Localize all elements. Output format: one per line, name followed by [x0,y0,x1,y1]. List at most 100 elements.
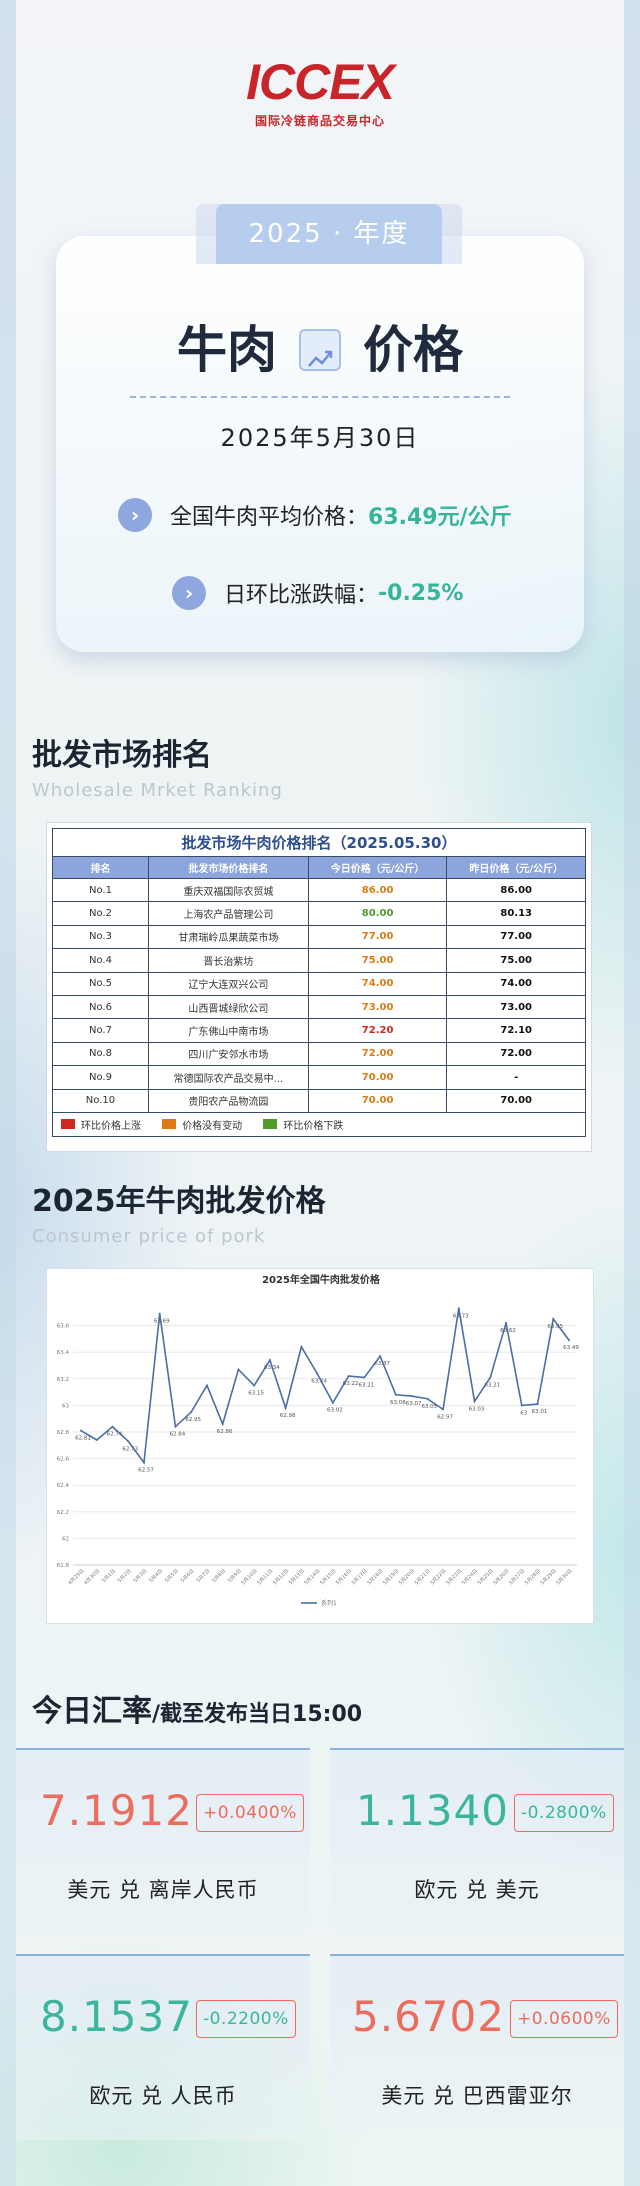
chart-title: 2025年全国牛肉批发价格 [262,1273,381,1286]
data-point [363,1376,366,1379]
data-point [80,1429,82,1432]
data-point [457,1307,460,1310]
table-row: No.8 四川广安邻水市场 72.00 72.00 [52,1041,586,1067]
today-price-cell: 70.00 [307,1088,448,1113]
yesterday-price-cell: 77.00 [446,924,586,950]
rank-cell: No.5 [52,971,149,996]
x-tick-label: 5月25日 [477,1568,495,1586]
data-label: 63.62 [500,1328,516,1334]
table-row: No.7 广东佛山中南市场 72.20 72.10 [52,1018,586,1043]
data-label: 63.21 [484,1382,500,1388]
fx-pair-label: 欧元 兑 人民币 [89,2084,237,2108]
fx-card-eur-cny: 8.1537 -0.2200% 欧元 兑 人民币 [16,1954,310,2140]
y-tick-label: 62.2 [57,1510,69,1516]
x-tick-label: 5月8日 [211,1568,227,1584]
avg-price-row: › 全国牛肉平均价格： 63.49元/公斤 [118,498,512,532]
yesterday-price-cell: - [446,1065,586,1090]
x-tick-label: 5月22日 [429,1568,447,1586]
fx-change-badge: +0.0400% [196,1794,304,1832]
data-point [205,1384,208,1387]
x-tick-label: 5月16日 [335,1568,353,1586]
col-header-market: 批发市场价格排名 [147,856,309,879]
today-price-cell: 80.00 [307,901,448,926]
data-label: 62.98 [280,1413,296,1419]
data-label: 63.73 [453,1313,469,1319]
data-point [473,1400,476,1403]
market-cell: 四川广安邻水市场 [147,1041,309,1067]
ranking-legend: 环比价格上涨 价格没有变动 环比价格下跌 [52,1111,586,1137]
year-pill: 2025 · 年度 [216,204,442,264]
legend-flat-label: 价格没有变动 [182,1120,243,1132]
y-tick-label: 62.4 [57,1483,70,1489]
x-tick-label: 5月21日 [414,1568,432,1586]
x-tick-label: 5月7日 [196,1568,212,1584]
x-tick-label: 5月27日 [508,1568,526,1586]
ranking-table: 批发市场牛肉价格排名（2025.05.30） 排名 批发市场价格排名 今日价格（… [52,828,586,1137]
fx-title-suffix: /截至发布当日15:00 [152,1702,363,1727]
data-point [237,1368,240,1371]
data-point [410,1395,413,1398]
daily-change-value: -0.25% [378,580,464,606]
market-cell: 常德国际农产品交易中... [147,1065,309,1090]
data-point [268,1359,271,1362]
x-tick-label: 5月6日 [180,1568,196,1584]
data-point [379,1355,382,1358]
y-tick-label: 62.8 [57,1430,70,1436]
table-row: No.2 上海农产品管理公司 80.00 80.13 [52,901,586,926]
data-label: 62.74 [107,1432,123,1438]
data-label: 62.73 [122,1446,138,1452]
x-tick-label: 5月24日 [461,1568,479,1586]
table-row: No.5 辽宁大连双兴公司 74.00 74.00 [52,971,586,996]
wholesale-subtitle: Consumer price of pork [32,1226,266,1247]
data-point [300,1345,303,1348]
data-label: 63.69 [154,1319,170,1325]
col-header-yesterday: 昨日价格（元/公斤） [446,856,586,879]
price-chart-card: 2025年全国牛肉批发价格 61.8 62 62.2 62.4 62.6 62.8 63 63.… [46,1268,594,1624]
data-point [394,1393,397,1396]
data-label: 63.49 [563,1345,579,1351]
data-point [505,1321,508,1324]
fx-rate: 5.6702 [352,1992,505,2041]
data-label: 62.81 [75,1436,91,1442]
yesterday-price-cell: 73.00 [446,994,586,1020]
rank-cell: No.3 [52,924,149,950]
today-price-cell: 72.00 [307,1041,448,1067]
market-cell: 广东佛山中南市场 [147,1018,309,1043]
x-tick-label: 4月29日 [67,1568,85,1586]
hero-title: 牛肉 价格 [0,320,640,380]
market-cell: 贵阳农产品物流园 [147,1088,309,1113]
data-label: 62.95 [185,1417,201,1423]
ranking-title: 批发市场排名 [32,738,212,773]
data-point [568,1339,570,1342]
yesterday-price-cell: 80.13 [446,901,586,926]
fx-card-usd-brl: 5.6702 +0.0600% 美元 兑 巴西雷亚尔 [330,1954,624,2140]
rank-cell: No.2 [52,901,149,926]
market-cell: 山西晋城绿欣公司 [147,994,309,1020]
data-label: 63.01 [532,1409,548,1415]
y-tick-label: 62.6 [57,1457,70,1463]
data-point [489,1376,492,1379]
table-row: No.1 重庆双福国际农贸城 86.00 86.00 [52,877,586,903]
fx-card-usd-cnh: 7.1912 +0.0400% 美元 兑 离岸人民币 [16,1748,310,1934]
data-point [284,1407,287,1410]
x-tick-label: 5月14日 [303,1568,321,1586]
x-tick-label: 5月5日 [164,1568,180,1584]
data-label: 63.03 [469,1406,485,1412]
table-row: No.9 常德国际农产品交易中... 70.00- [52,1065,586,1090]
rank-cell: No.8 [52,1041,149,1067]
yesterday-price-cell: 86.00 [446,877,586,903]
y-tick-label: 61.8 [57,1563,70,1569]
data-point [190,1411,193,1414]
x-tick-label: 5月17日 [351,1568,369,1586]
today-price-cell: 73.00 [307,994,448,1020]
x-tick-label: 5月11日 [256,1568,274,1586]
data-point [442,1408,445,1411]
logo-mark: ICCEX [246,54,395,110]
series-line [80,1308,570,1465]
data-point [142,1461,145,1464]
rank-cell: No.9 [52,1065,149,1090]
chevron-right-icon: › [118,498,152,532]
market-cell: 晋长治紫坊 [147,948,309,973]
data-point [111,1425,114,1428]
data-point [95,1438,98,1441]
